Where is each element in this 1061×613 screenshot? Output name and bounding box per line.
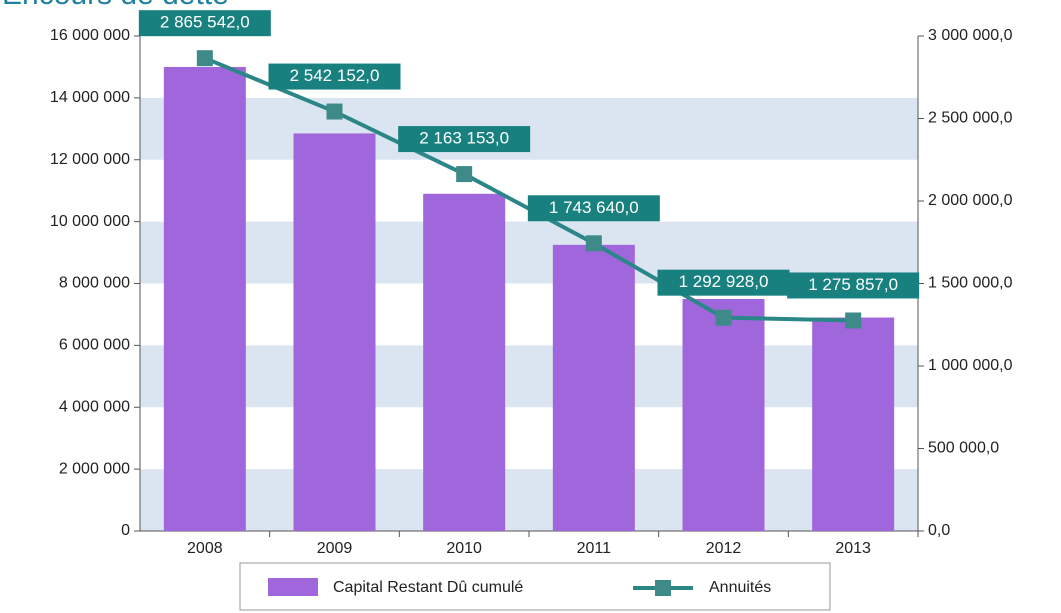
y-tick-label: 16 000 000 bbox=[50, 27, 130, 44]
x-tick-label: 2013 bbox=[835, 540, 871, 557]
value-label-box bbox=[138, 10, 271, 37]
value-label: 2 542 152,0 bbox=[290, 66, 380, 85]
x-tick-label: 2009 bbox=[317, 540, 353, 557]
y2-tick-label: 3 000 000,0 bbox=[928, 27, 1013, 44]
value-label-box bbox=[527, 195, 660, 222]
y2-tick-label: 0,0 bbox=[928, 522, 950, 539]
grid-band bbox=[140, 469, 918, 531]
y-tick-label: 4 000 000 bbox=[59, 398, 130, 415]
value-label: 2 865 542,0 bbox=[160, 13, 250, 32]
y-tick-label: 6 000 000 bbox=[59, 337, 130, 354]
value-label-box bbox=[398, 126, 531, 153]
bar bbox=[682, 298, 765, 531]
y-tick-label: 14 000 000 bbox=[50, 89, 130, 106]
legend-box bbox=[239, 562, 831, 611]
value-label: 1 275 857,0 bbox=[808, 275, 898, 294]
x-tick-label: 2011 bbox=[577, 540, 612, 557]
marker bbox=[456, 166, 473, 183]
y2-tick-label: 1 000 000,0 bbox=[928, 357, 1013, 374]
x-tick-label: 2008 bbox=[187, 540, 223, 557]
x-tick-label: 2010 bbox=[446, 540, 482, 557]
bar bbox=[293, 133, 376, 531]
value-label-box bbox=[657, 269, 790, 296]
marker bbox=[326, 103, 343, 120]
y2-tick-label: 500 000,0 bbox=[928, 440, 999, 457]
value-label-box bbox=[268, 63, 401, 90]
value-label-box bbox=[787, 272, 920, 299]
x-tick-label: 2012 bbox=[706, 540, 742, 557]
value-label: 1 292 928,0 bbox=[679, 272, 769, 291]
legend-swatch bbox=[268, 578, 318, 596]
y-tick-label: 0 bbox=[121, 522, 130, 539]
y-tick-label: 12 000 000 bbox=[50, 151, 130, 168]
grid-band bbox=[140, 345, 918, 408]
marker bbox=[845, 312, 862, 329]
y2-tick-label: 2 000 000,0 bbox=[928, 192, 1013, 209]
legend-label: Capital Restant Dû cumulé bbox=[333, 579, 523, 596]
value-label: 1 743 640,0 bbox=[549, 198, 639, 217]
marker bbox=[715, 309, 732, 326]
bar bbox=[552, 244, 635, 531]
marker bbox=[585, 235, 602, 252]
y2-tick-label: 2 500 000,0 bbox=[928, 110, 1013, 127]
marker bbox=[196, 50, 213, 67]
y-tick-label: 10 000 000 bbox=[50, 213, 130, 230]
bar bbox=[423, 193, 506, 531]
bar bbox=[812, 317, 895, 531]
y-tick-label: 8 000 000 bbox=[59, 275, 130, 292]
y2-tick-label: 1 500 000,0 bbox=[928, 275, 1013, 292]
bar bbox=[163, 66, 246, 531]
value-label: 2 163 153,0 bbox=[419, 129, 509, 148]
y-tick-label: 2 000 000 bbox=[59, 460, 130, 477]
chart-title: Encours de dette bbox=[2, 0, 229, 11]
legend-label: Annuités bbox=[709, 579, 771, 596]
legend-marker bbox=[655, 580, 671, 596]
